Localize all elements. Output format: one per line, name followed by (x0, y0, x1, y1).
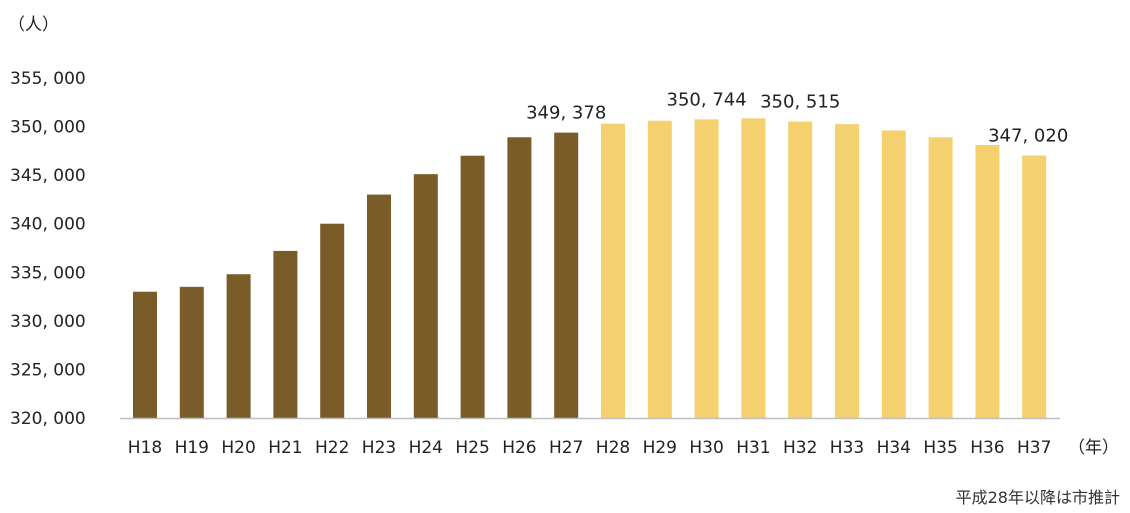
x-tick-label: H28 (596, 438, 630, 458)
x-tick-label: H24 (409, 438, 443, 458)
x-tick-label: H27 (549, 438, 583, 458)
bar-h29 (647, 120, 672, 418)
bar-h27 (554, 132, 579, 418)
bar-h23 (367, 194, 391, 418)
y-tick-label: 325, 000 (10, 360, 86, 380)
x-tick-label: H20 (221, 438, 255, 458)
x-tick-label: H23 (362, 438, 396, 458)
x-tick-label: H29 (643, 438, 677, 458)
bar-h30 (694, 119, 719, 419)
x-tick-label: H26 (502, 438, 536, 458)
footnote: 平成28年以降は市推計 (956, 488, 1120, 507)
y-axis-tick-labels: 320, 000 325, 000 330, 000 335, 000 340, 000… (10, 69, 86, 429)
bar-h25 (460, 155, 485, 418)
data-label-h27: 349, 378 (526, 103, 606, 124)
bar-h24 (413, 174, 438, 418)
x-tick-label: H18 (128, 438, 162, 458)
y-tick-label: 340, 000 (10, 215, 86, 235)
y-tick-label: 335, 000 (10, 263, 86, 283)
x-tick-label: H35 (923, 438, 957, 458)
x-tick-label: H34 (877, 438, 911, 458)
bar-h20 (226, 274, 251, 418)
data-label-h30: 350, 744 (667, 89, 747, 110)
bar-h37 (1022, 155, 1047, 418)
bars-group (133, 118, 1047, 419)
x-tick-label: H37 (1017, 438, 1051, 458)
bar-h26 (507, 137, 532, 418)
y-tick-label: 355, 000 (10, 69, 86, 89)
y-tick-label: 350, 000 (10, 118, 86, 138)
x-tick-label: H25 (455, 438, 489, 458)
bar-h36 (975, 145, 1000, 418)
y-tick-label: 330, 000 (10, 312, 86, 332)
y-tick-label: 320, 000 (10, 409, 86, 429)
x-tick-label: H31 (736, 438, 770, 458)
bar-h33 (835, 124, 859, 419)
y-tick-label: 345, 000 (10, 166, 86, 186)
bar-h19 (179, 286, 204, 418)
data-label-h32: 350, 515 (760, 92, 840, 113)
y-axis-unit-label: （人） (8, 15, 59, 35)
x-axis-unit-label: （年） (1068, 438, 1119, 458)
x-tick-label: H33 (830, 438, 864, 458)
bar-h32 (788, 121, 813, 418)
data-labels-group: 349, 378 350, 744 350, 515 347, 020 (526, 89, 1068, 146)
data-label-h37: 347, 020 (988, 126, 1068, 147)
x-tick-label: H21 (268, 438, 302, 458)
bar-h34 (881, 130, 906, 418)
x-tick-label: H36 (970, 438, 1004, 458)
bar-h31 (741, 118, 766, 419)
bar-h28 (601, 123, 625, 419)
x-axis-tick-labels: H18 H19 H20 H21 H22 H23 H24 H25 H26 H27 H28 H29 H30 H… (128, 438, 1052, 458)
bar-h35 (928, 137, 953, 418)
bar-h21 (273, 250, 298, 418)
x-tick-label: H30 (689, 438, 723, 458)
x-tick-label: H32 (783, 438, 817, 458)
x-tick-label: H19 (175, 438, 209, 458)
x-tick-label: H22 (315, 438, 349, 458)
bar-h22 (320, 223, 345, 418)
bar-h18 (133, 291, 157, 418)
